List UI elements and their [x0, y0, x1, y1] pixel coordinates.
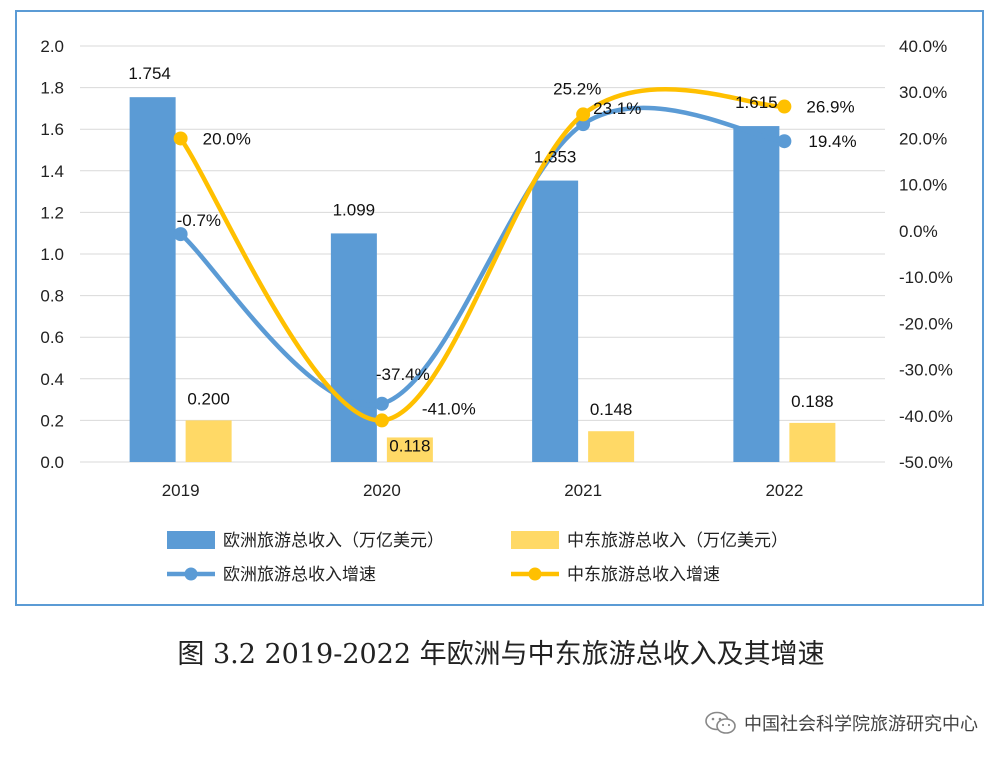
legend-europe-growth-marker: [184, 567, 198, 581]
europe-growth-point: [173, 227, 188, 242]
europe-growth-data-label: -37.4%: [376, 365, 430, 384]
europe-growth-data-label: 19.4%: [808, 132, 856, 151]
y-left-tick-label: 0.8: [40, 287, 64, 306]
y-right-tick-label: -20.0%: [899, 314, 953, 333]
europe-revenue-bar: [733, 126, 780, 462]
mideast-growth-point: [374, 413, 389, 428]
y-left-tick-label: 1.8: [40, 79, 64, 98]
mideast-revenue-bar: [185, 420, 232, 462]
europe-revenue-bar: [330, 233, 377, 462]
legend-mideast-growth-marker: [528, 567, 542, 581]
chart-frame: 0.0 0.2 0.4 0.6 0.8 1.0 1.2 1.4 1.6 1.8 2.0 -50.0% -…: [15, 10, 984, 606]
legend-europe-revenue-swatch: [167, 531, 215, 549]
y-right-tick-label: -10.0%: [899, 268, 953, 287]
legend-europe-growth-label: 欧洲旅游总收入增速: [223, 565, 376, 585]
y-left-tick-label: 0.2: [40, 411, 64, 430]
x-tick-label: 2020: [363, 481, 401, 500]
europe-growth-data-label: -0.7%: [177, 211, 221, 230]
legend-mideast-growth-label: 中东旅游总收入增速: [567, 565, 720, 585]
europe-growth-point: [777, 134, 792, 149]
wechat-icon: [705, 711, 736, 734]
combo-chart: 0.0 0.2 0.4 0.6 0.8 1.0 1.2 1.4 1.6 1.8 2.0 -50.0% -…: [40, 37, 953, 585]
y-right-tick-label: 30.0%: [899, 83, 947, 102]
europe-revenue-data-label: 1.353: [534, 148, 577, 167]
legend-mideast-revenue-label: 中东旅游总收入（万亿美元）: [567, 531, 788, 551]
y-left-tick-label: 2.0: [40, 37, 64, 56]
y-right-tick-label: 10.0%: [899, 176, 947, 195]
y-right-tick-label: -40.0%: [899, 407, 953, 426]
x-tick-label: 2019: [162, 481, 200, 500]
mideast-growth-point: [173, 131, 188, 146]
mideast-revenue-bar: [789, 422, 836, 462]
mideast-growth-data-label: 25.2%: [553, 79, 601, 98]
mideast-revenue-data-label: 0.188: [791, 392, 834, 411]
y-right-tick-label: -30.0%: [899, 361, 953, 380]
europe-growth-line: [179, 105, 785, 408]
mideast-revenue-data-label: 0.118: [389, 436, 430, 455]
x-tick-label: 2022: [765, 481, 803, 500]
mideast-growth-point: [576, 107, 591, 122]
mideast-growth-line: [178, 87, 785, 423]
europe-growth-point: [374, 396, 389, 411]
y-right-tick-label: -50.0%: [899, 453, 953, 472]
europe-revenue-data-label: 1.615: [735, 93, 778, 112]
y-left-tick-label: 0.6: [40, 328, 64, 347]
y-right-tick-label: 40.0%: [899, 37, 947, 56]
watermark-text: 中国社会科学院旅游研究中心: [744, 714, 978, 735]
mideast-growth-data-label: -41.0%: [422, 399, 476, 418]
mideast-revenue-bar: [588, 431, 635, 462]
europe-revenue-data-label: 1.099: [333, 200, 376, 219]
y-left-tick-label: 1.6: [40, 120, 64, 139]
y-left-tick-label: 0.4: [40, 370, 64, 389]
source-watermark: 中国社会科学院旅游研究中心: [704, 710, 978, 736]
legend-mideast-revenue-swatch: [511, 531, 559, 549]
legend-europe-revenue-label: 欧洲旅游总收入（万亿美元）: [223, 531, 444, 551]
mideast-growth-data-label: 20.0%: [203, 129, 251, 148]
europe-revenue-data-label: 1.754: [128, 64, 171, 83]
europe-growth-data-label: 23.1%: [593, 99, 641, 118]
y-right-tick-label: 20.0%: [899, 129, 947, 148]
y-left-tick-label: 1.4: [40, 162, 64, 181]
y-left-tick-label: 0.0: [40, 453, 64, 472]
europe-revenue-bar: [129, 97, 176, 462]
mideast-revenue-bar: [386, 437, 433, 462]
mideast-revenue-data-label: 0.148: [590, 400, 633, 419]
mideast-growth-data-label: 26.9%: [806, 98, 854, 117]
y-left-tick-label: 1.0: [40, 245, 64, 264]
x-tick-label: 2021: [564, 481, 602, 500]
y-right-tick-label: 0.0%: [899, 222, 938, 241]
mideast-revenue-data-label: 0.200: [187, 389, 230, 408]
y-left-tick-label: 1.2: [40, 203, 64, 222]
figure-caption: 图 3.2 2019-2022 年欧洲与中东旅游总收入及其增速: [177, 639, 825, 670]
europe-revenue-bar: [532, 180, 579, 463]
mideast-growth-point: [777, 99, 792, 114]
europe-growth-point: [576, 117, 591, 132]
